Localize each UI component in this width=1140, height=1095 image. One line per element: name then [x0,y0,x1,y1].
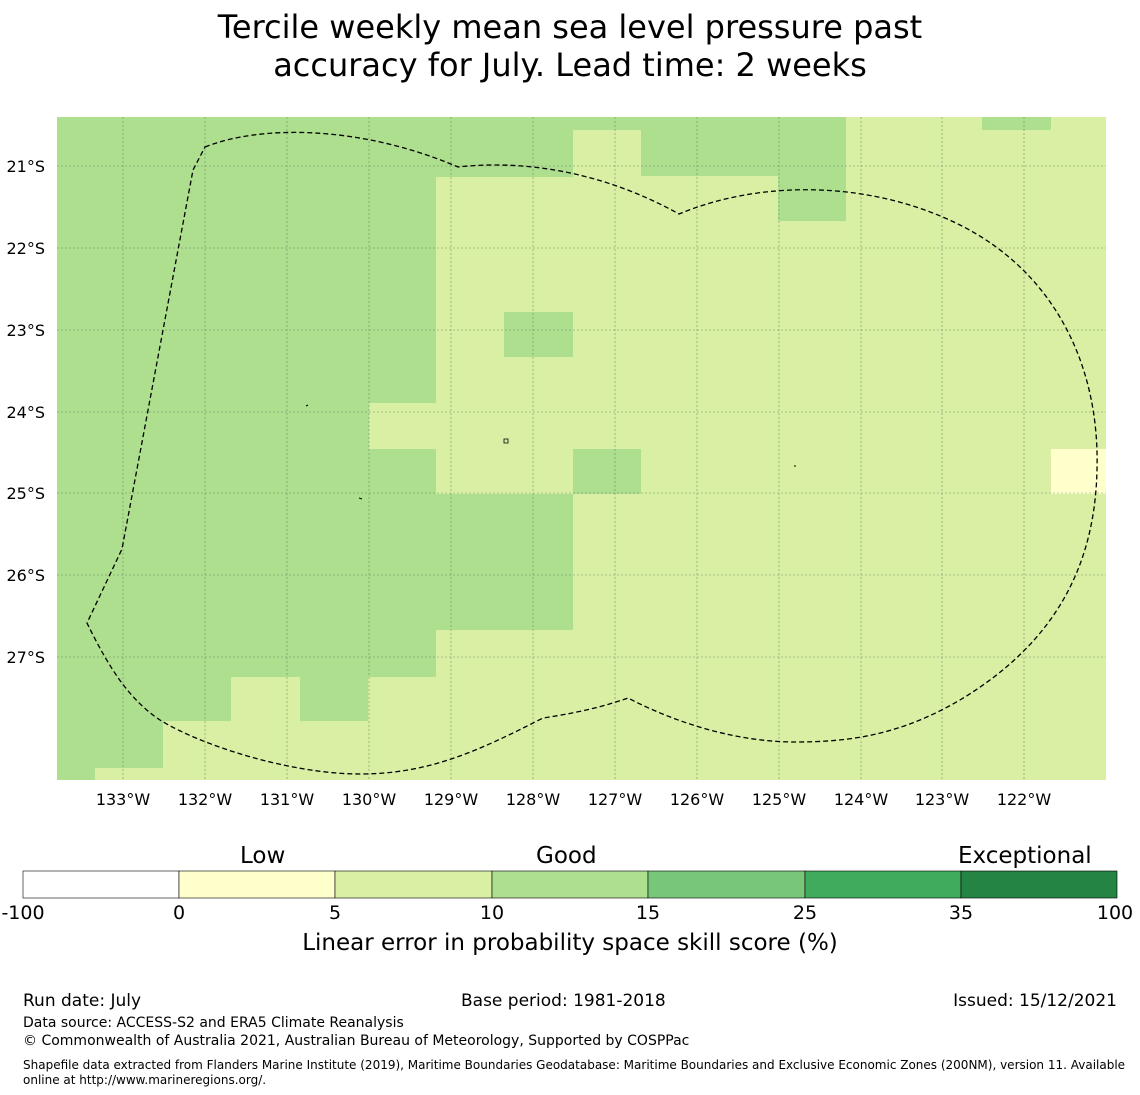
colorbar-tick: 5 [328,902,342,924]
colorbar-segment [22,870,180,899]
colorbar-title: Linear error in probability space skill … [302,930,838,956]
title-line-1: Tercile weekly mean sea level pressure p… [217,8,923,46]
good-cell [504,312,573,357]
longitude-label: 132°W [178,790,233,809]
longitude-label: 128°W [506,790,561,809]
colorbar-tick: 0 [172,902,186,924]
longitude-label: 126°W [670,790,725,809]
good-cell [57,721,163,768]
colorbar-tick: 100 [1096,902,1134,924]
latitude-label: 22°S [6,239,45,258]
latitude-label: 26°S [6,566,45,585]
colorbar-tick: 35 [948,902,974,924]
longitude-label: 122°W [997,790,1052,809]
copyright: © Commonwealth of Australia 2021, Austra… [23,1033,690,1049]
island-marker [305,404,309,407]
good-cell [57,177,436,403]
title-line-2: accuracy for July. Lead time: 2 weeks [273,46,867,84]
latitude-labels: 21°S 22°S 23°S 24°S 25°S 26°S 27°S [6,157,45,667]
good-cell [982,117,1051,130]
colorbar-segment [334,870,493,899]
colorbar-label-exceptional: Exceptional [958,843,1092,869]
shapefile-credit: Shapefile data extracted from Flanders M… [23,1058,1126,1087]
colorbar-segment [804,870,962,899]
longitude-label: 125°W [752,790,807,809]
latitude-label: 27°S [6,648,45,667]
good-cell [436,117,573,177]
latitude-label: 25°S [6,484,45,503]
longitude-label: 131°W [260,790,315,809]
eez-boundary [86,131,1098,775]
skill-score-map [57,117,1106,780]
colorbar-label-low: Low [240,843,286,869]
colorbar-tick: 10 [479,902,505,924]
good-cell [57,630,436,677]
low-cell [1051,449,1106,494]
good-cell [57,677,231,721]
colorbar-tick: 15 [635,902,661,924]
good-cell [57,494,573,630]
good-cell [57,768,95,780]
longitude-label: 127°W [588,790,643,809]
gridlines [57,117,1106,780]
longitude-label: 123°W [915,790,970,809]
good-cells [57,117,1051,780]
good-cell [57,449,436,494]
good-cell [300,677,368,721]
latitude-label: 23°S [6,321,45,340]
longitude-label: 130°W [342,790,397,809]
longitude-label: 124°W [834,790,889,809]
latitude-label: 21°S [6,157,45,176]
colorbar-label-good: Good [536,843,597,869]
colorbar [22,870,1118,899]
data-source: Data source: ACCESS-S2 and ERA5 Climate … [23,1015,404,1031]
good-cell [57,117,436,177]
good-cell [573,117,641,130]
colorbar-segment [178,870,336,899]
latitude-label: 24°S [6,403,45,422]
good-cell [778,176,846,221]
base-period: Base period: 1981-2018 [461,991,666,1011]
longitude-label: 133°W [96,790,151,809]
good-cell [573,449,641,494]
good-cell [57,403,369,449]
run-date: Run date: July [23,991,142,1011]
colorbar-tick: -100 [1,902,45,924]
colorbar-segment [960,870,1118,899]
island-marker [358,497,363,500]
island-marker [503,438,509,444]
issued-date: Issued: 15/12/2021 [953,991,1117,1011]
colorbar-tick: 25 [792,902,818,924]
good-cell [641,117,846,176]
longitude-label: 129°W [424,790,479,809]
longitude-labels: 133°W 132°W 131°W 130°W 129°W 128°W 127°W 126°W… [96,790,1052,809]
colorbar-segment [491,870,649,899]
colorbar-segment [647,870,806,899]
chart-title: Tercile weekly mean sea level pressure p… [0,8,1140,84]
